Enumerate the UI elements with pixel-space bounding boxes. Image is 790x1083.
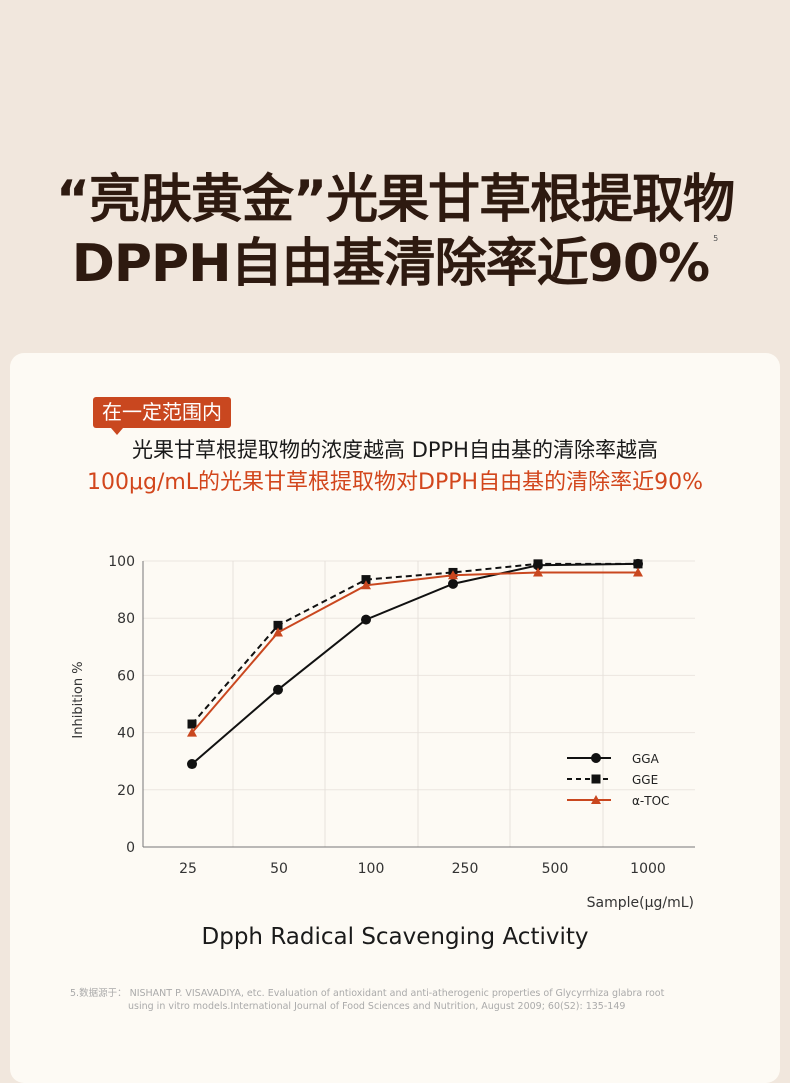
data-point-toc bbox=[187, 727, 197, 737]
data-point-toc bbox=[633, 567, 643, 577]
y-axis-label: Inhibition % bbox=[71, 661, 86, 738]
data-point-toc bbox=[273, 627, 283, 637]
data-point-toc bbox=[448, 570, 458, 580]
data-point-gge bbox=[633, 559, 643, 569]
data-point-gge bbox=[533, 559, 543, 569]
data-point-gga bbox=[187, 759, 197, 770]
y-tick-label: 100 bbox=[108, 554, 135, 570]
legend-marker-toc bbox=[591, 795, 601, 804]
y-tick-label: 60 bbox=[117, 668, 135, 684]
data-point-gga bbox=[361, 614, 371, 625]
series-line-gga bbox=[191, 562, 639, 765]
x-tick-label: 25 bbox=[179, 861, 197, 877]
x-tick-label: 250 bbox=[452, 861, 479, 877]
reference-footnote: 5.数据源于： NISHANT P. VISAVADIYA, etc. Eval… bbox=[70, 987, 770, 1013]
data-point-gge bbox=[187, 719, 197, 729]
series-line-toc bbox=[191, 571, 638, 734]
y-tick-label: 0 bbox=[126, 840, 135, 856]
chart-caption: Dpph Radical Scavenging Activity bbox=[201, 924, 589, 950]
y-tick-label: 20 bbox=[117, 783, 135, 799]
footnote-line-2: using in vitro models.International Jour… bbox=[128, 1001, 626, 1012]
data-point-gga bbox=[273, 684, 283, 695]
x-axis-label: Sample(μg/mL) bbox=[587, 895, 694, 911]
chart-card bbox=[10, 353, 780, 1083]
headline-line-2: DPPH自由基清除率近90% bbox=[71, 234, 710, 294]
legend-label-toc: α-TOC bbox=[632, 794, 669, 808]
y-tick-label: 40 bbox=[117, 726, 135, 742]
data-point-gge bbox=[361, 575, 371, 585]
legend-marker-gge bbox=[591, 774, 601, 784]
legend-marker-gga bbox=[591, 753, 601, 763]
range-tag: 在一定范围内 bbox=[93, 397, 231, 435]
dpph-chart: 0 20 40 60 80 100 25 50 100 250 500 1000 Sample(μg/m… bbox=[71, 554, 695, 911]
data-point-gge bbox=[273, 620, 283, 630]
x-tick-label: 50 bbox=[270, 861, 288, 877]
description-line-1: 光果甘草根提取物的浓度越高 DPPH自由基的清除率越高 bbox=[132, 438, 658, 462]
data-point-gga bbox=[448, 578, 458, 589]
legend-label-gga: GGA bbox=[632, 752, 660, 766]
legend-label-gge: GGE bbox=[632, 773, 658, 787]
y-tick-label: 80 bbox=[117, 611, 135, 627]
footnote-mark: 5 bbox=[713, 234, 719, 243]
data-point-toc bbox=[361, 580, 371, 590]
x-tick-label: 500 bbox=[542, 861, 569, 877]
footnote-line-1: 5.数据源于： NISHANT P. VISAVADIYA, etc. Eval… bbox=[70, 988, 665, 999]
headline-line-2-row: DPPH自由基清除率近90% 5 bbox=[0, 234, 790, 294]
series-line-gge bbox=[191, 562, 638, 725]
x-tick-label: 1000 bbox=[630, 861, 666, 877]
description-line-2: 100μg/mL的光果甘草根提取物对DPPH自由基的清除率近90% bbox=[87, 470, 703, 495]
x-tick-label: 100 bbox=[358, 861, 385, 877]
headline-line-1: “亮肤黄金”光果甘草根提取物 bbox=[55, 170, 735, 230]
data-point-toc bbox=[533, 567, 543, 577]
